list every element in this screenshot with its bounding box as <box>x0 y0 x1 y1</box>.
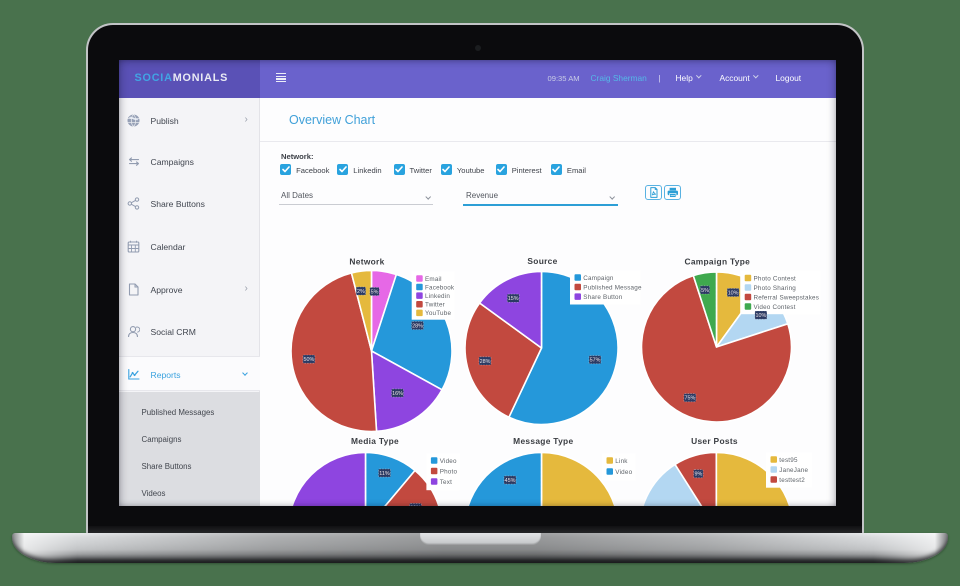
svg-text:Referral Sweepstakes: Referral Sweepstakes <box>753 294 819 301</box>
svg-text:5%: 5% <box>701 287 709 293</box>
svg-text:Campaign: Campaign <box>583 274 614 281</box>
svg-text:Email: Email <box>425 275 442 282</box>
svg-text:Linkedin: Linkedin <box>425 293 450 300</box>
svg-text:Text: Text <box>439 478 451 485</box>
svg-text:2%: 2% <box>357 289 365 295</box>
svg-text:Media Type: Media Type <box>351 436 399 446</box>
svg-text:45%: 45% <box>504 478 515 484</box>
svg-text:9%: 9% <box>694 471 702 477</box>
svg-text:10%: 10% <box>755 313 766 319</box>
svg-text:15%: 15% <box>507 296 518 302</box>
svg-text:Message Type: Message Type <box>513 436 573 446</box>
svg-text:JaneJane: JaneJane <box>779 466 808 473</box>
svg-text:28%: 28% <box>479 358 490 364</box>
svg-text:YouTube: YouTube <box>425 310 451 317</box>
svg-text:Link: Link <box>615 457 628 464</box>
svg-text:Photo Sharing: Photo Sharing <box>753 284 796 291</box>
svg-text:Facebook: Facebook <box>425 284 455 291</box>
svg-text:testtest2: testtest2 <box>779 476 805 483</box>
svg-text:Source: Source <box>527 255 557 265</box>
svg-text:Campaign Type: Campaign Type <box>684 256 750 266</box>
svg-text:5%: 5% <box>370 289 378 295</box>
svg-text:28%: 28% <box>412 323 423 329</box>
svg-text:Share Button: Share Button <box>583 294 622 301</box>
svg-text:50%: 50% <box>303 357 314 363</box>
svg-text:75%: 75% <box>684 395 695 401</box>
svg-text:Video: Video <box>439 457 456 464</box>
svg-text:39%: 39% <box>410 505 421 506</box>
svg-text:Photo: Photo <box>439 468 457 475</box>
svg-text:Video Contest: Video Contest <box>753 303 795 310</box>
svg-text:Network: Network <box>349 256 384 266</box>
svg-text:16%: 16% <box>392 391 403 397</box>
svg-text:11%: 11% <box>379 471 390 477</box>
svg-text:Twitter: Twitter <box>425 301 445 308</box>
svg-text:test95: test95 <box>779 456 798 463</box>
svg-text:Video: Video <box>615 468 632 475</box>
svg-text:User Posts: User Posts <box>691 436 738 446</box>
svg-text:Published Message: Published Message <box>583 284 642 291</box>
svg-text:57%: 57% <box>589 357 600 363</box>
svg-text:10%: 10% <box>727 290 738 296</box>
svg-text:Photo Contest: Photo Contest <box>753 275 796 282</box>
